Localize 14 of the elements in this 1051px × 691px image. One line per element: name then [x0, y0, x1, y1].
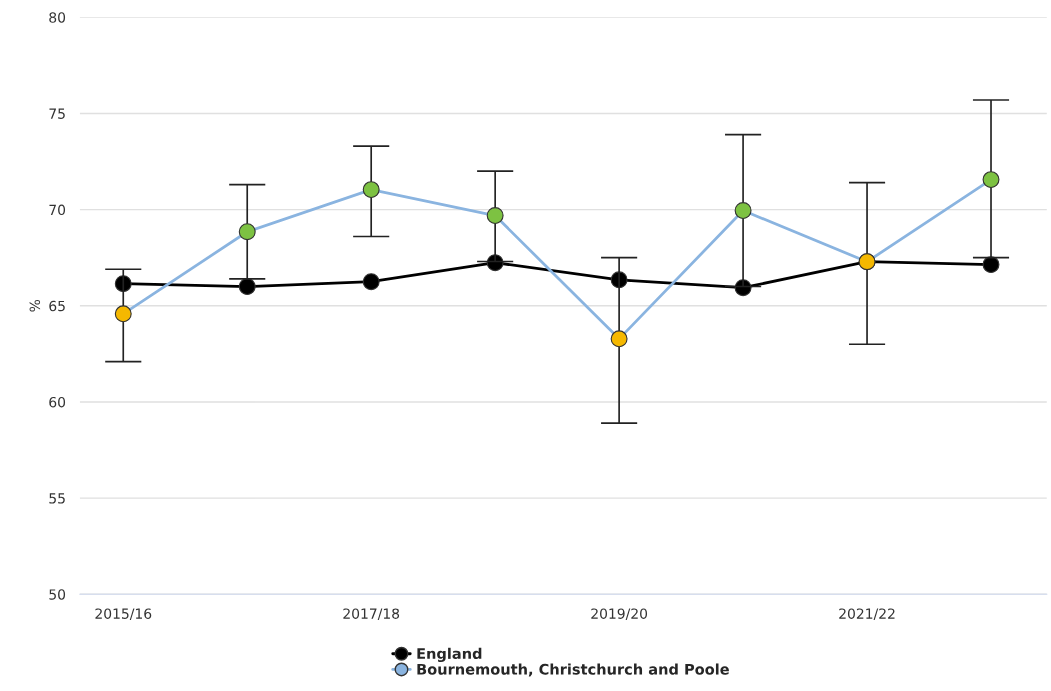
y-tick-label: 80: [49, 12, 66, 23]
y-tick-label: 55: [49, 493, 65, 504]
x-tick-label: 2017/18: [343, 608, 400, 620]
y-tick-label: 70: [49, 204, 66, 216]
y-tick-label: 65: [49, 300, 65, 312]
x-tick-label: 2015/16: [95, 608, 152, 620]
y-tick-label: 50: [49, 589, 66, 600]
y-tick-label: 60: [49, 396, 66, 408]
x-tick-label: 2019/20: [591, 608, 648, 620]
y-axis-title: %: [29, 299, 41, 312]
legend-label: England: [417, 647, 482, 662]
x-tick-label: 2021/22: [839, 608, 895, 620]
legend-label: Bournemouth, Christchurch and Poole: [417, 663, 729, 677]
y-tick-label: 75: [49, 108, 65, 119]
